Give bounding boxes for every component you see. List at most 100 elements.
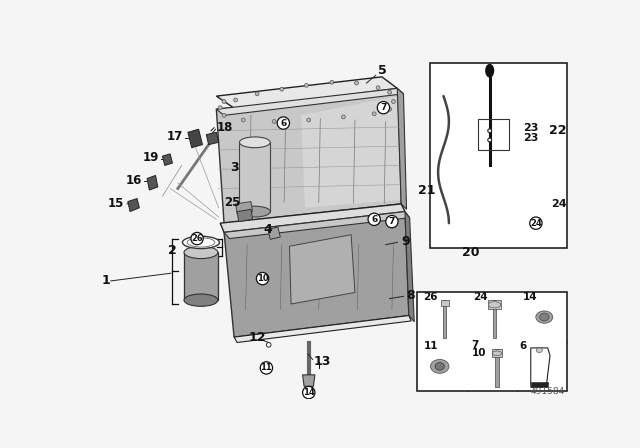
- Circle shape: [488, 138, 492, 142]
- Text: 24: 24: [473, 292, 488, 302]
- Text: 13: 13: [313, 355, 330, 368]
- Circle shape: [191, 233, 204, 245]
- Text: 1: 1: [102, 275, 111, 288]
- Text: 10: 10: [257, 274, 268, 283]
- Polygon shape: [220, 204, 405, 233]
- Polygon shape: [443, 300, 446, 338]
- Circle shape: [307, 118, 310, 122]
- Text: 8: 8: [406, 289, 415, 302]
- Ellipse shape: [435, 362, 444, 370]
- Polygon shape: [268, 227, 280, 239]
- Circle shape: [222, 113, 226, 117]
- Circle shape: [376, 86, 380, 90]
- Text: 26: 26: [424, 292, 438, 302]
- Text: 25: 25: [225, 196, 241, 209]
- Circle shape: [342, 115, 346, 119]
- Ellipse shape: [184, 294, 218, 306]
- Text: 7: 7: [472, 340, 479, 350]
- Ellipse shape: [184, 246, 218, 258]
- Circle shape: [266, 343, 271, 347]
- Circle shape: [218, 106, 222, 110]
- Ellipse shape: [486, 65, 493, 77]
- Polygon shape: [492, 349, 502, 357]
- Ellipse shape: [488, 302, 500, 308]
- Polygon shape: [397, 88, 406, 209]
- Text: 6: 6: [280, 119, 287, 128]
- Circle shape: [378, 102, 390, 114]
- Circle shape: [260, 362, 273, 374]
- Polygon shape: [206, 132, 219, 145]
- Text: 7: 7: [388, 217, 395, 226]
- Polygon shape: [234, 315, 411, 343]
- Ellipse shape: [239, 137, 270, 148]
- Circle shape: [530, 217, 542, 229]
- Circle shape: [280, 87, 284, 91]
- Text: 21: 21: [419, 184, 436, 197]
- Ellipse shape: [536, 348, 542, 353]
- Text: 26: 26: [191, 234, 203, 243]
- Circle shape: [488, 129, 492, 133]
- Polygon shape: [306, 386, 312, 394]
- Polygon shape: [531, 382, 548, 387]
- Ellipse shape: [431, 359, 449, 373]
- Ellipse shape: [182, 236, 220, 249]
- Polygon shape: [289, 235, 355, 304]
- Text: 16: 16: [125, 174, 141, 187]
- Text: 10: 10: [472, 348, 486, 358]
- Text: 24: 24: [551, 199, 566, 209]
- Circle shape: [355, 81, 358, 85]
- Polygon shape: [301, 96, 401, 208]
- Text: 18: 18: [216, 121, 233, 134]
- Circle shape: [368, 213, 380, 225]
- Polygon shape: [303, 375, 315, 386]
- Text: 20: 20: [461, 246, 479, 259]
- Polygon shape: [531, 348, 550, 387]
- Text: 6: 6: [519, 341, 527, 351]
- Polygon shape: [493, 300, 496, 338]
- Text: 5: 5: [378, 64, 387, 77]
- Text: 491584: 491584: [531, 387, 565, 396]
- Text: 6: 6: [371, 215, 378, 224]
- Ellipse shape: [187, 238, 215, 247]
- Text: 23: 23: [524, 134, 539, 143]
- Polygon shape: [163, 154, 172, 165]
- Text: 11: 11: [424, 341, 438, 351]
- Circle shape: [305, 83, 308, 87]
- Circle shape: [388, 90, 392, 94]
- Text: 7: 7: [380, 103, 387, 112]
- Polygon shape: [236, 202, 253, 214]
- Text: 2: 2: [168, 244, 177, 257]
- Circle shape: [388, 107, 392, 111]
- Text: 19: 19: [142, 151, 159, 164]
- Polygon shape: [239, 142, 270, 211]
- Circle shape: [241, 118, 245, 122]
- Text: 3: 3: [230, 161, 238, 174]
- Polygon shape: [441, 300, 449, 306]
- Text: 11: 11: [260, 363, 272, 372]
- Polygon shape: [224, 211, 410, 238]
- Polygon shape: [216, 88, 403, 116]
- Circle shape: [222, 99, 226, 103]
- Circle shape: [257, 272, 269, 285]
- Polygon shape: [488, 300, 500, 310]
- Polygon shape: [495, 349, 499, 387]
- Text: 23: 23: [524, 124, 539, 134]
- Circle shape: [277, 117, 289, 129]
- Polygon shape: [147, 176, 158, 190]
- Polygon shape: [417, 293, 566, 391]
- Text: 14: 14: [303, 388, 315, 397]
- Polygon shape: [429, 63, 566, 248]
- Circle shape: [372, 112, 376, 116]
- Polygon shape: [188, 129, 202, 148]
- Text: 14: 14: [523, 292, 538, 302]
- Circle shape: [386, 215, 398, 228]
- Text: 9: 9: [401, 235, 410, 248]
- Circle shape: [330, 80, 334, 84]
- Polygon shape: [224, 211, 409, 337]
- Text: 15: 15: [108, 198, 124, 211]
- Ellipse shape: [239, 206, 270, 217]
- Polygon shape: [538, 348, 540, 387]
- Circle shape: [234, 98, 237, 102]
- Ellipse shape: [492, 351, 502, 356]
- Circle shape: [303, 386, 315, 399]
